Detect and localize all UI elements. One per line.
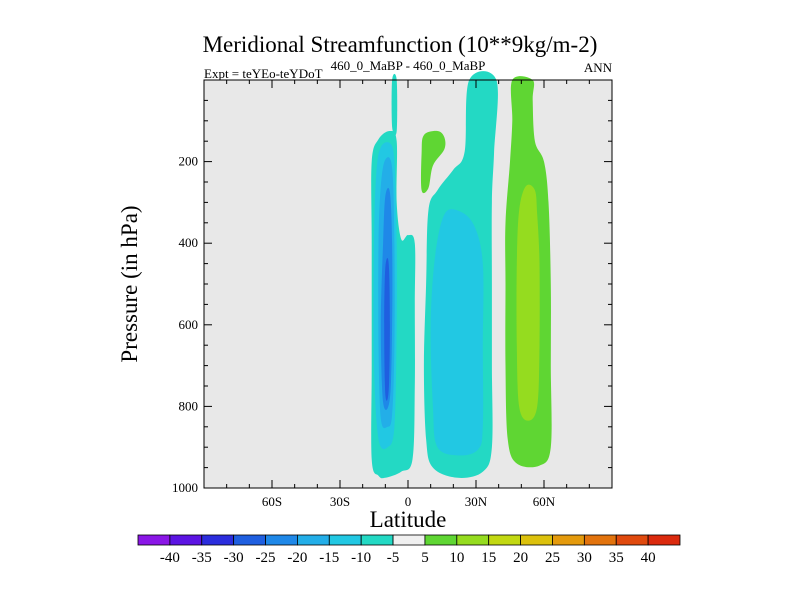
contour-ferrel-cell-core xyxy=(516,184,540,421)
colorbar-box xyxy=(424,534,458,546)
colorbar-box xyxy=(583,534,617,546)
contour-subtropical-positive xyxy=(421,130,446,194)
contour-northern-cell-band2 xyxy=(430,209,484,456)
axis-ticks: 60S 30S 0 30N 60N 200 400 600 800 1000 xyxy=(172,80,612,509)
contour-northern-cell-outer xyxy=(391,73,398,136)
colorbar-label: 5 xyxy=(421,550,429,566)
contour-regions xyxy=(371,71,552,479)
contour-southern-cell-core xyxy=(384,257,390,401)
colorbar-box xyxy=(456,534,490,546)
colorbar-label: 40 xyxy=(641,550,656,566)
x-tick-label: 60S xyxy=(262,494,282,509)
colorbar-label: 25 xyxy=(545,550,560,566)
x-tick-label: 0 xyxy=(405,494,412,509)
colorbar-box xyxy=(647,534,681,546)
colorbar-label: -40 xyxy=(160,550,180,566)
x-tick-label: 30S xyxy=(330,494,350,509)
colorbar-box xyxy=(328,534,362,546)
y-tick-label: 800 xyxy=(179,398,199,413)
colorbar-box xyxy=(169,534,203,546)
chart-title: Meridional Streamfunction (10**9kg/m-2) xyxy=(203,32,598,57)
season-label: ANN xyxy=(584,60,613,75)
y-axis-label: Pressure (in hPa) xyxy=(117,205,142,362)
colorbar-box xyxy=(233,534,266,546)
colorbar-label: 35 xyxy=(609,550,624,566)
colorbar-box xyxy=(520,534,553,546)
colorbar-label: -5 xyxy=(387,550,400,566)
y-tick-label: 200 xyxy=(179,154,199,169)
colorbar-label: -25 xyxy=(256,550,276,566)
colorbar-label: -15 xyxy=(319,550,339,566)
colorbar-box xyxy=(297,534,330,546)
x-axis-label: Latitude xyxy=(370,507,447,532)
y-tick-label: 600 xyxy=(179,317,199,332)
colorbar-label: 15 xyxy=(481,550,496,566)
colorbar-box xyxy=(488,534,521,546)
x-tick-label: 30N xyxy=(465,494,488,509)
y-tick-label: 400 xyxy=(179,235,199,250)
experiment-label: Expt = teYEo-teYDoT xyxy=(204,66,323,81)
x-tick-label: 60N xyxy=(533,494,556,509)
colorbar-label: 10 xyxy=(449,550,464,566)
colorbar-box xyxy=(615,534,649,546)
colorbar-label: -30 xyxy=(224,550,244,566)
colorbar-label: -10 xyxy=(351,550,371,566)
colorbar-box xyxy=(392,534,426,546)
colorbar: -40 -35 -30 -25 -20 -15 -10 -5 5 10 15 20 25 30 35 40 xyxy=(137,534,681,566)
colorbar-label: 30 xyxy=(577,550,592,566)
colorbar-box xyxy=(137,534,171,546)
colorbar-label: -20 xyxy=(287,550,307,566)
colorbar-label: -35 xyxy=(192,550,212,566)
colorbar-box xyxy=(201,534,235,546)
colorbar-box xyxy=(265,534,298,546)
colorbar-box xyxy=(360,534,394,546)
colorbar-box xyxy=(552,534,585,546)
difference-label: 460_0_MaBP - 460_0_MaBP xyxy=(331,58,486,73)
colorbar-label: 20 xyxy=(513,550,528,566)
y-tick-label: 1000 xyxy=(172,480,198,495)
